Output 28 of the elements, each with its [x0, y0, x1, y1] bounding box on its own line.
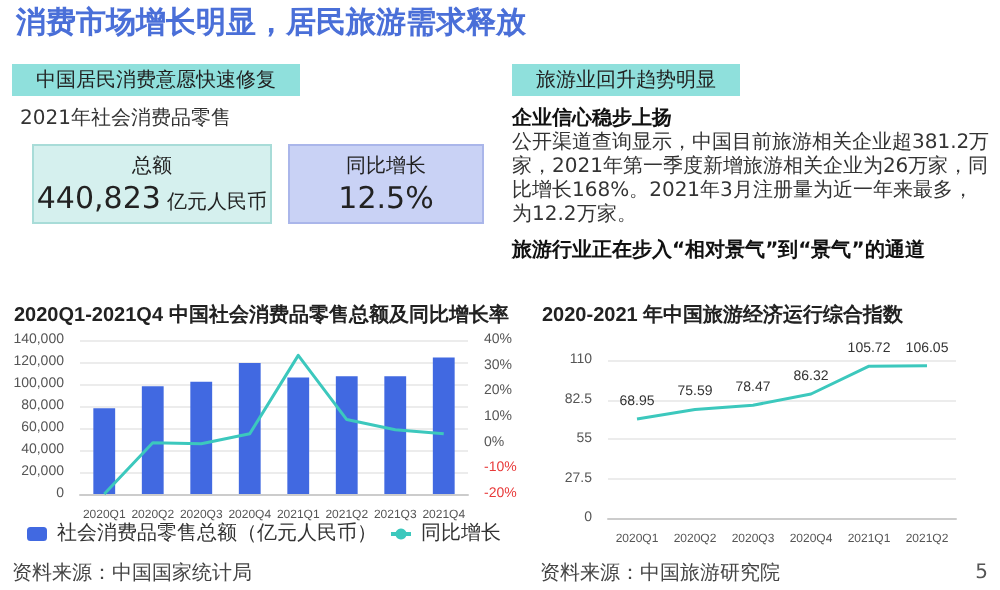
text: 12.5% [336, 180, 436, 216]
text: 公开渠道查询显示，中国目前旅游相关企业超381.2万家，2021年第一季度新增旅游相关企业为26万家，同比增长168%。2021年3月注册量为近一年来最多，为12.2万家。 [512, 132, 992, 228]
bar [93, 408, 116, 494]
text: 中国居民消费意愿快速修复 [12, 64, 300, 96]
bar [287, 377, 310, 494]
chart-title: 2020-2021 年中国旅游经济运行综合指数 [542, 303, 906, 327]
text: 消费市场增长明显，居民旅游需求释放 [16, 4, 528, 42]
text: 亿元人民币 [165, 192, 268, 214]
text: 总额 [130, 153, 174, 180]
text: 5 [975, 562, 988, 584]
text: 旅游行业正在步入“相对景气”到“景气”的通道 [512, 237, 927, 264]
line-series [102, 353, 446, 496]
text: 440,823 [36, 180, 161, 216]
text: 企业信心稳步上扬 [512, 104, 674, 131]
bar [432, 357, 455, 494]
chart-title: 2020Q1-2021Q4 中国社会消费品零售总额及同比增长率 [14, 303, 509, 327]
bar [141, 386, 164, 494]
text: 旅游业回升趋势明显 [512, 64, 740, 96]
legend-label: 社会消费品零售总额（亿元人民币） [57, 521, 377, 545]
text: 2021年社会消费品零售 [20, 105, 233, 132]
bar [190, 381, 213, 494]
legend-label: 同比增长 [421, 521, 501, 545]
text: 资料来源：中国旅游研究院 [540, 561, 780, 585]
bar [238, 363, 261, 494]
text: 同比增长 [344, 153, 428, 180]
bar [384, 376, 407, 494]
bar [335, 376, 358, 494]
text: 资料来源：中国国家统计局 [12, 561, 252, 585]
